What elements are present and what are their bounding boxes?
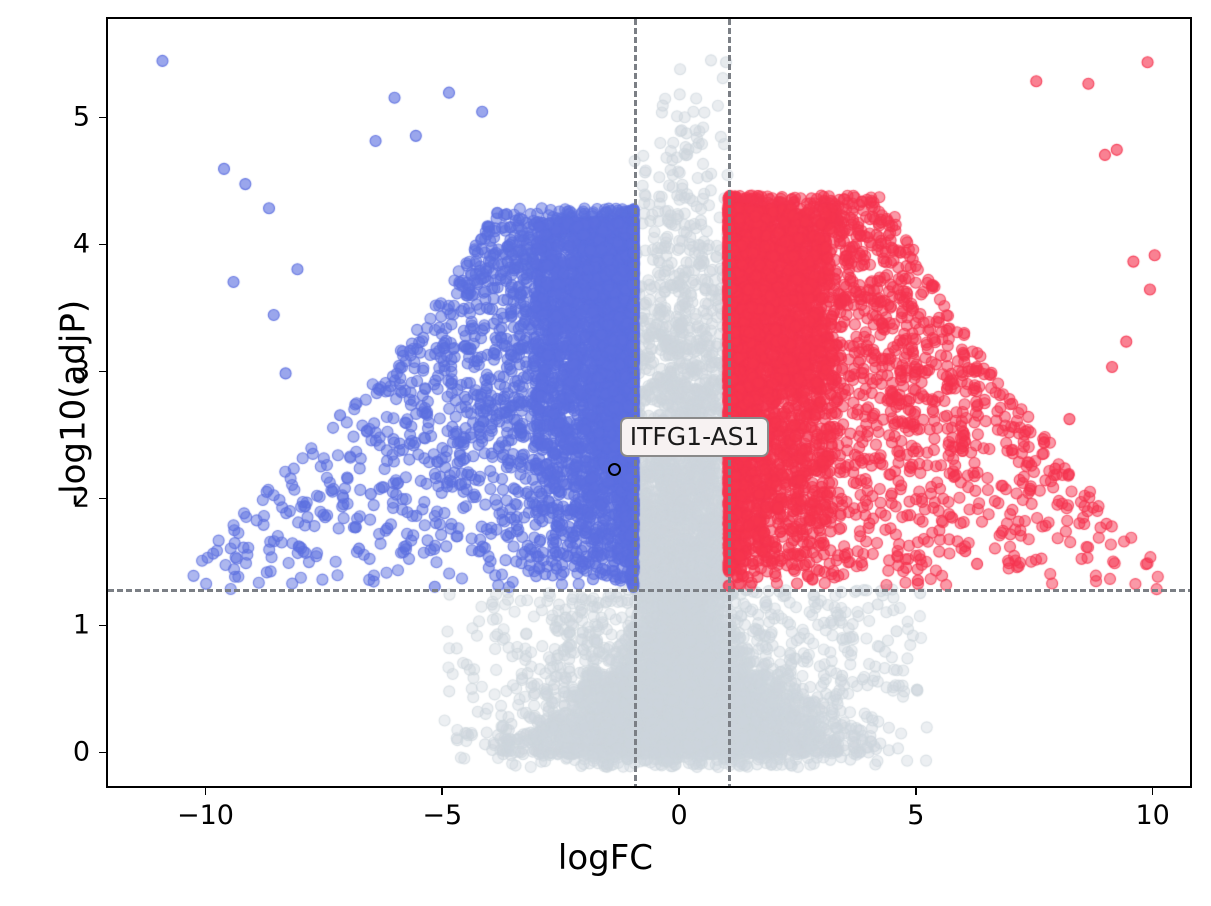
y-tick-mark: [99, 370, 106, 373]
x-axis-title: logFC: [557, 838, 654, 878]
highlighted-gene-marker: [608, 463, 622, 477]
scatter-points-layer: [108, 19, 1190, 786]
pvalue-threshold-line: [108, 589, 1190, 593]
x-tick-mark: [678, 788, 680, 795]
x-tick-label: −10: [176, 800, 234, 831]
x-tick-mark: [441, 788, 444, 795]
y-tick-label: 3: [72, 355, 90, 387]
x-tick-label: 0: [670, 800, 688, 831]
logfc-threshold-line-negative: [633, 19, 637, 786]
x-tick-mark: [204, 788, 207, 795]
x-tick-mark: [1151, 788, 1154, 795]
x-tick-label: −5: [422, 800, 463, 831]
y-tick-label: 4: [72, 228, 90, 260]
y-tick-label: 1: [72, 609, 90, 641]
y-tick-label: 0: [72, 736, 90, 768]
y-tick-label: 2: [72, 482, 90, 514]
logfc-threshold-line-positive: [728, 19, 732, 786]
y-tick-mark: [99, 624, 106, 627]
y-tick-mark: [99, 116, 106, 119]
y-tick-label: 5: [72, 101, 90, 133]
gene-annotation-label: ITFG1-AS1: [619, 416, 770, 457]
x-tick-label: 5: [907, 800, 925, 831]
plot-area: ITFG1-AS1: [106, 17, 1192, 788]
y-axis-title: -log10(adjP): [53, 299, 94, 506]
y-axis-title-container: -log10(adjP): [18, 17, 94, 788]
x-tick-mark: [915, 788, 917, 795]
x-tick-label: 10: [1135, 800, 1170, 831]
y-tick-mark: [99, 243, 106, 246]
y-tick-mark: [99, 497, 106, 500]
y-tick-mark: [99, 751, 106, 754]
